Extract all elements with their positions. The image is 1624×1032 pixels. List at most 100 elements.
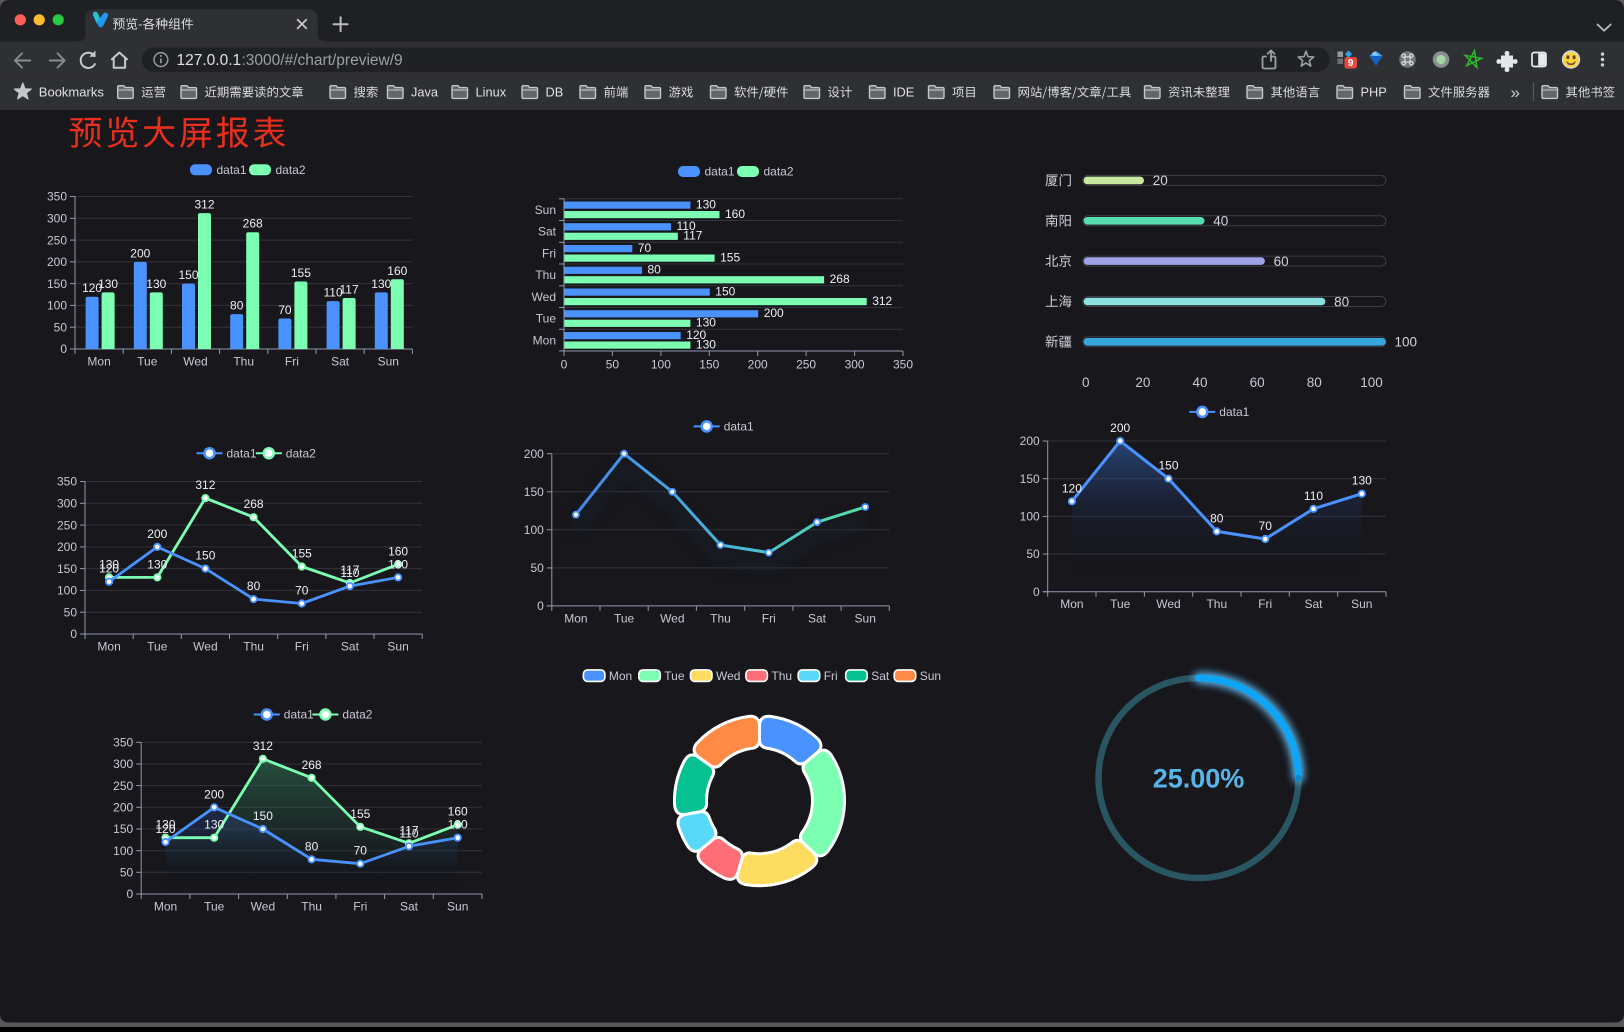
- svg-text:150: 150: [699, 358, 719, 372]
- svg-text:250: 250: [57, 518, 77, 532]
- svg-text:80: 80: [247, 579, 261, 593]
- svg-text:160: 160: [448, 805, 468, 819]
- svg-text:150: 150: [1158, 459, 1178, 473]
- svg-text:Sat: Sat: [538, 225, 557, 239]
- svg-text:Mon: Mon: [97, 640, 120, 654]
- svg-text:150: 150: [47, 277, 67, 291]
- svg-text:Sat: Sat: [400, 900, 419, 914]
- svg-text:Tue: Tue: [536, 312, 557, 326]
- svg-text:40: 40: [1213, 214, 1228, 229]
- svg-text:268: 268: [243, 217, 263, 231]
- svg-text:Sat: Sat: [341, 640, 360, 654]
- svg-text:130: 130: [1352, 474, 1372, 488]
- svg-text:150: 150: [195, 549, 215, 563]
- svg-text:70: 70: [1259, 519, 1273, 533]
- svg-text:Thu: Thu: [233, 355, 254, 369]
- svg-text:120: 120: [686, 328, 706, 342]
- svg-text:150: 150: [524, 485, 544, 499]
- svg-text:Fri: Fri: [1258, 597, 1272, 611]
- svg-text:Mon: Mon: [154, 900, 177, 914]
- svg-text:Thu: Thu: [771, 669, 792, 683]
- svg-text:200: 200: [524, 447, 544, 461]
- svg-text:Mon: Mon: [1060, 597, 1083, 611]
- svg-text:120: 120: [82, 281, 102, 295]
- svg-text:60: 60: [1250, 375, 1265, 390]
- svg-text:50: 50: [64, 605, 78, 619]
- svg-text:155: 155: [291, 266, 311, 280]
- svg-text:0: 0: [60, 342, 67, 356]
- svg-text:Fri: Fri: [295, 640, 309, 654]
- svg-text:0: 0: [70, 627, 77, 641]
- svg-text:Thu: Thu: [301, 900, 322, 914]
- svg-text:Thu: Thu: [243, 640, 264, 654]
- svg-text:Wed: Wed: [251, 900, 275, 914]
- svg-text:130: 130: [696, 197, 716, 211]
- svg-text:data2: data2: [286, 446, 316, 460]
- svg-text:Tue: Tue: [204, 900, 225, 914]
- svg-text:127.0.0.1: 127.0.0.1: [177, 52, 242, 69]
- svg-text:110: 110: [677, 219, 696, 233]
- svg-text:250: 250: [796, 358, 816, 372]
- svg-text:data2: data2: [764, 165, 794, 179]
- svg-text:0: 0: [537, 599, 544, 613]
- svg-text:100: 100: [1395, 335, 1418, 350]
- svg-text:200: 200: [147, 527, 167, 541]
- svg-text:117: 117: [399, 823, 418, 837]
- svg-text:»: »: [1511, 83, 1520, 102]
- svg-text:150: 150: [1020, 472, 1040, 486]
- svg-text:20: 20: [1153, 173, 1168, 188]
- svg-text:50: 50: [54, 320, 68, 334]
- svg-text:350: 350: [57, 475, 77, 489]
- svg-text:Wed: Wed: [532, 290, 556, 304]
- svg-text:268: 268: [830, 272, 850, 286]
- svg-text:70: 70: [638, 241, 652, 255]
- svg-text:DB: DB: [546, 85, 564, 100]
- svg-text:300: 300: [845, 358, 865, 372]
- svg-text:200: 200: [47, 255, 67, 269]
- svg-text:data1: data1: [227, 446, 257, 460]
- svg-text:160: 160: [388, 544, 408, 558]
- svg-text:100: 100: [113, 844, 133, 858]
- svg-text:160: 160: [387, 264, 407, 278]
- svg-text:350: 350: [893, 358, 913, 372]
- svg-text:Linux: Linux: [476, 85, 507, 100]
- svg-text:110: 110: [324, 286, 343, 300]
- svg-text:Wed: Wed: [716, 669, 740, 683]
- svg-text:130: 130: [388, 557, 408, 571]
- svg-text:200: 200: [204, 787, 224, 801]
- svg-text:110: 110: [1304, 489, 1323, 503]
- svg-text:50: 50: [1026, 547, 1040, 561]
- svg-text:Tue: Tue: [1110, 597, 1131, 611]
- svg-text:Tue: Tue: [664, 669, 685, 683]
- svg-text:150: 150: [57, 562, 77, 576]
- svg-text:0: 0: [561, 358, 568, 372]
- svg-text:data1: data1: [724, 420, 754, 434]
- svg-text:Fri: Fri: [762, 611, 776, 625]
- svg-text:300: 300: [57, 497, 77, 511]
- svg-text:80: 80: [305, 839, 319, 853]
- svg-text:20: 20: [1135, 375, 1150, 390]
- svg-text:Wed: Wed: [193, 640, 217, 654]
- svg-text:120: 120: [99, 562, 119, 576]
- svg-text:100: 100: [1360, 375, 1383, 390]
- svg-text:Sun: Sun: [1351, 597, 1372, 611]
- svg-text:150: 150: [113, 822, 133, 836]
- svg-text:60: 60: [1274, 254, 1289, 269]
- svg-text:130: 130: [147, 557, 167, 571]
- svg-text:Mon: Mon: [533, 333, 556, 347]
- svg-text:130: 130: [696, 337, 716, 351]
- svg-text:312: 312: [195, 478, 215, 492]
- svg-text:Tue: Tue: [614, 611, 635, 625]
- svg-text:120: 120: [1062, 481, 1082, 495]
- svg-text:50: 50: [530, 561, 544, 575]
- svg-text:130: 130: [99, 557, 119, 571]
- svg-text:100: 100: [1020, 510, 1040, 524]
- svg-text:data1: data1: [1219, 405, 1249, 419]
- svg-text:50: 50: [120, 866, 134, 880]
- svg-text:PHP: PHP: [1361, 85, 1387, 100]
- svg-text:150: 150: [715, 284, 735, 298]
- svg-text:312: 312: [253, 739, 273, 753]
- svg-text:100: 100: [651, 358, 671, 372]
- svg-text:Mon: Mon: [609, 669, 632, 683]
- svg-text::3000/#/chart/preview/9: :3000/#/chart/preview/9: [242, 52, 403, 69]
